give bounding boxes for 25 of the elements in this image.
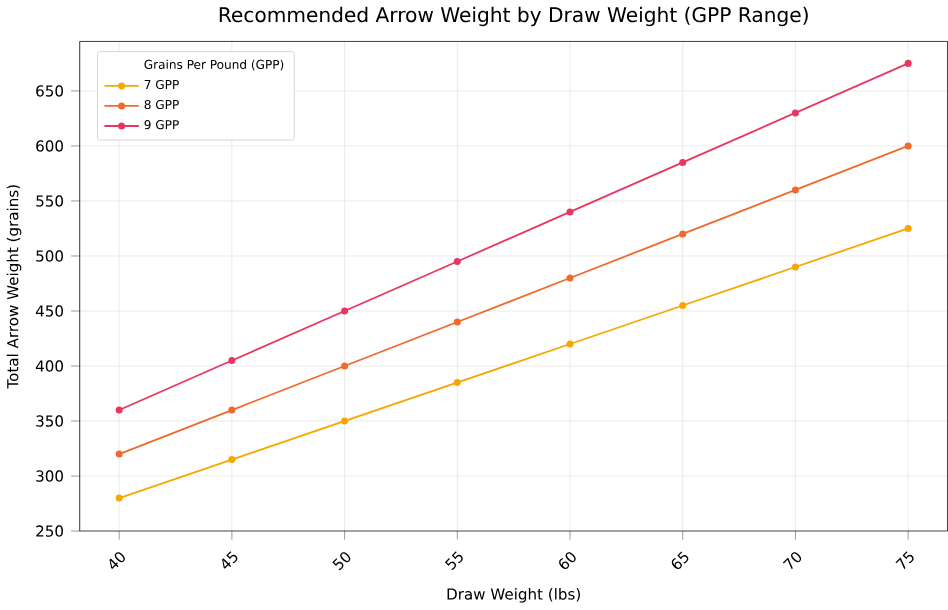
point: [679, 302, 687, 310]
point: [341, 417, 349, 425]
point: [566, 208, 574, 216]
point: [791, 186, 799, 194]
point: [904, 225, 912, 233]
point: [115, 494, 123, 502]
point: [453, 258, 461, 266]
point: [453, 379, 461, 387]
point: [679, 159, 687, 167]
point: [228, 456, 236, 464]
point: [115, 450, 123, 458]
point: [904, 60, 912, 68]
point: [904, 142, 912, 150]
point: [228, 406, 236, 414]
point: [791, 263, 799, 271]
point: [791, 109, 799, 117]
point: [341, 362, 349, 370]
point: [341, 307, 349, 315]
point: [566, 340, 574, 348]
point: [115, 406, 123, 414]
point: [228, 357, 236, 365]
point: [679, 230, 687, 238]
point: [566, 274, 574, 282]
point: [453, 318, 461, 326]
chart-title: Recommended Arrow Weight by Draw Weight (GPP Range): [219, 7, 808, 27]
